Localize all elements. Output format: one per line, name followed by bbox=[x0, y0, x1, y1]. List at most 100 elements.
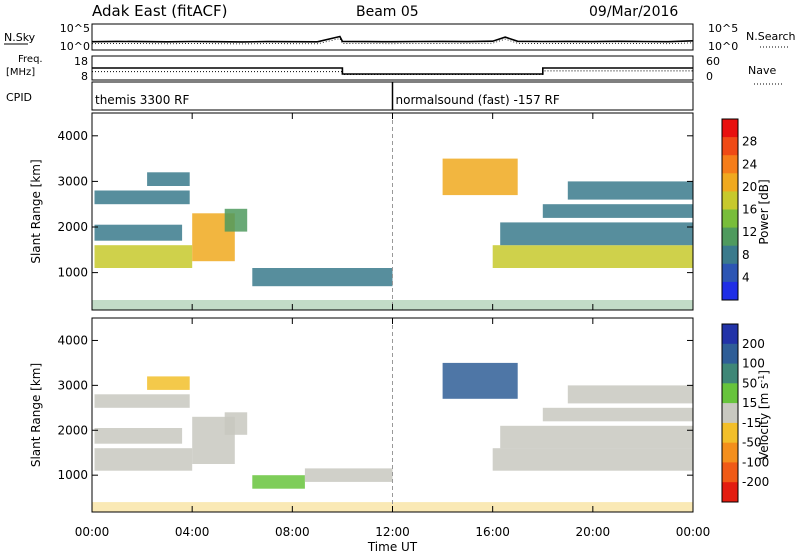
freq-unit-label: [MHz] bbox=[6, 67, 35, 78]
x-tick-label: 20:00 bbox=[576, 525, 611, 539]
power-scatter-region bbox=[252, 268, 393, 287]
velocity-colorbar-tick-label: 15 bbox=[742, 396, 757, 410]
freq-tick-top: 18 bbox=[74, 55, 88, 68]
nave-tick-top: 60 bbox=[706, 55, 720, 68]
velocity-scatter-region bbox=[492, 448, 693, 471]
velocity-scatter-region bbox=[252, 475, 305, 489]
velocity-colorbar-swatch bbox=[722, 482, 738, 503]
nsky-strip-frame bbox=[91, 23, 694, 51]
velocity-y-tick-label: 4000 bbox=[57, 333, 88, 347]
power-scatter-region bbox=[147, 172, 190, 186]
power-colorbar-swatch bbox=[722, 155, 738, 174]
velocity-colorbar-tick-label: 200 bbox=[742, 337, 765, 351]
velocity-colorbar-swatch bbox=[722, 363, 738, 384]
power-colorbar-swatch bbox=[722, 263, 738, 283]
power-y-tick-label: 1000 bbox=[57, 266, 88, 280]
power-y-tick-label: 4000 bbox=[57, 129, 88, 143]
power-colorbar-swatch bbox=[722, 245, 738, 265]
freq-label: Freq. bbox=[18, 54, 43, 65]
velocity-colorbar-title: Velocity [m s-1] bbox=[757, 370, 772, 460]
power-colorbar-tick-label: 12 bbox=[742, 225, 757, 239]
power-scatter-region bbox=[94, 190, 190, 205]
power-colorbar-swatch bbox=[722, 173, 738, 192]
power-colorbar-frame bbox=[721, 118, 739, 301]
power-scatter-region bbox=[94, 224, 183, 241]
velocity-colorbar-tick-label: -100 bbox=[742, 455, 769, 469]
power-y-tick-label: 3000 bbox=[57, 174, 88, 188]
power-scatter-region bbox=[442, 158, 518, 196]
velocity-scatter-region bbox=[542, 407, 694, 422]
velocity-colorbar-swatch bbox=[722, 324, 738, 345]
cpid-segment-label: normalsound (fast) -157 RF bbox=[396, 93, 560, 107]
velocity-y-tick-label: 1000 bbox=[57, 468, 88, 482]
velocity-scatter-region bbox=[94, 448, 193, 471]
power-colorbar-tick-label: 28 bbox=[742, 135, 757, 149]
nave-tick-bottom: 0 bbox=[706, 70, 713, 83]
freq-series-line bbox=[92, 67, 693, 75]
velocity-colorbar-tick-label: -200 bbox=[742, 475, 769, 489]
power-y-tick-label: 2000 bbox=[57, 220, 88, 234]
power-colorbar-swatch bbox=[722, 137, 738, 156]
velocity-y-tick-label: 2000 bbox=[57, 423, 88, 437]
x-tick-label: 12:00 bbox=[375, 525, 410, 539]
power-y-axis-label: Slant Range [km] bbox=[29, 159, 43, 263]
x-tick-label: 00:00 bbox=[75, 525, 110, 539]
cpid-segment-label: themis 3300 RF bbox=[95, 93, 189, 107]
velocity-colorbar-tick-label: 50 bbox=[742, 376, 757, 390]
velocity-scatter-region bbox=[442, 362, 518, 399]
cpid-label: CPID bbox=[6, 91, 32, 104]
velocity-colorbar-swatch bbox=[722, 462, 738, 483]
power-scatter-region bbox=[224, 208, 248, 232]
velocity-colorbar-swatch bbox=[722, 422, 738, 444]
nsky-label: N.Sky bbox=[4, 31, 36, 44]
velocity-colorbar-tick-label: -15 bbox=[742, 416, 762, 430]
freq-tick-bottom: 8 bbox=[81, 70, 88, 83]
velocity-scatter-region bbox=[304, 468, 393, 482]
velocity-colorbar-swatch bbox=[722, 383, 738, 404]
power-colorbar-tick-label: 16 bbox=[742, 203, 757, 217]
beam-title: Beam 05 bbox=[356, 4, 419, 20]
power-colorbar-tick-label: 8 bbox=[742, 248, 750, 262]
power-scatter-region bbox=[500, 222, 693, 246]
power-colorbar-tick-label: 20 bbox=[742, 180, 757, 194]
power-scatter-region bbox=[542, 204, 694, 218]
power-colorbar-title: Power [dB] bbox=[757, 179, 771, 244]
velocity-colorbar-swatch bbox=[722, 343, 738, 365]
nsky-tick-top: 10^5 bbox=[60, 22, 90, 35]
power-colorbar-swatch bbox=[722, 191, 738, 210]
velocity-colorbar-frame bbox=[721, 323, 739, 503]
nsearch-tick-bottom: 10^0 bbox=[708, 40, 738, 53]
power-colorbar-swatch bbox=[722, 227, 738, 247]
velocity-colorbar-swatch bbox=[722, 403, 738, 424]
velocity-scatter-region bbox=[94, 428, 183, 444]
nsky-series-line bbox=[91, 35, 694, 43]
nsearch-tick-top: 10^5 bbox=[708, 22, 738, 35]
velocity-scatter-region bbox=[567, 385, 693, 404]
power-colorbar-tick-label: 4 bbox=[742, 270, 750, 284]
nsearch-label: N.Search bbox=[746, 30, 796, 43]
power-colorbar-tick-label: 24 bbox=[742, 157, 757, 171]
velocity-colorbar-tick-label: -50 bbox=[742, 436, 762, 450]
power-scatter-region bbox=[492, 245, 693, 268]
velocity-scatter-region bbox=[224, 412, 248, 435]
power-colorbar-swatch bbox=[722, 281, 738, 301]
nave-label: Nave bbox=[748, 64, 776, 77]
velocity-colorbar-swatch bbox=[722, 442, 738, 463]
power-colorbar-swatch bbox=[722, 119, 738, 138]
velocity-scatter-region bbox=[147, 376, 190, 390]
x-tick-label: 00:00 bbox=[676, 525, 711, 539]
station-title: Adak East (fitACF) bbox=[92, 2, 228, 20]
power-scatter-region bbox=[94, 245, 193, 268]
nsearch-series-line bbox=[91, 38, 694, 45]
x-tick-label: 08:00 bbox=[275, 525, 310, 539]
velocity-y-tick-label: 3000 bbox=[57, 378, 88, 392]
nsky-tick-bottom: 10^0 bbox=[60, 40, 90, 53]
power-scatter-region bbox=[567, 181, 693, 200]
velocity-scatter-region bbox=[500, 425, 693, 449]
x-axis-label: Time UT bbox=[367, 540, 418, 554]
date-title: 09/Mar/2016 bbox=[589, 4, 679, 20]
x-tick-label: 16:00 bbox=[475, 525, 510, 539]
velocity-scatter-region bbox=[94, 394, 190, 408]
